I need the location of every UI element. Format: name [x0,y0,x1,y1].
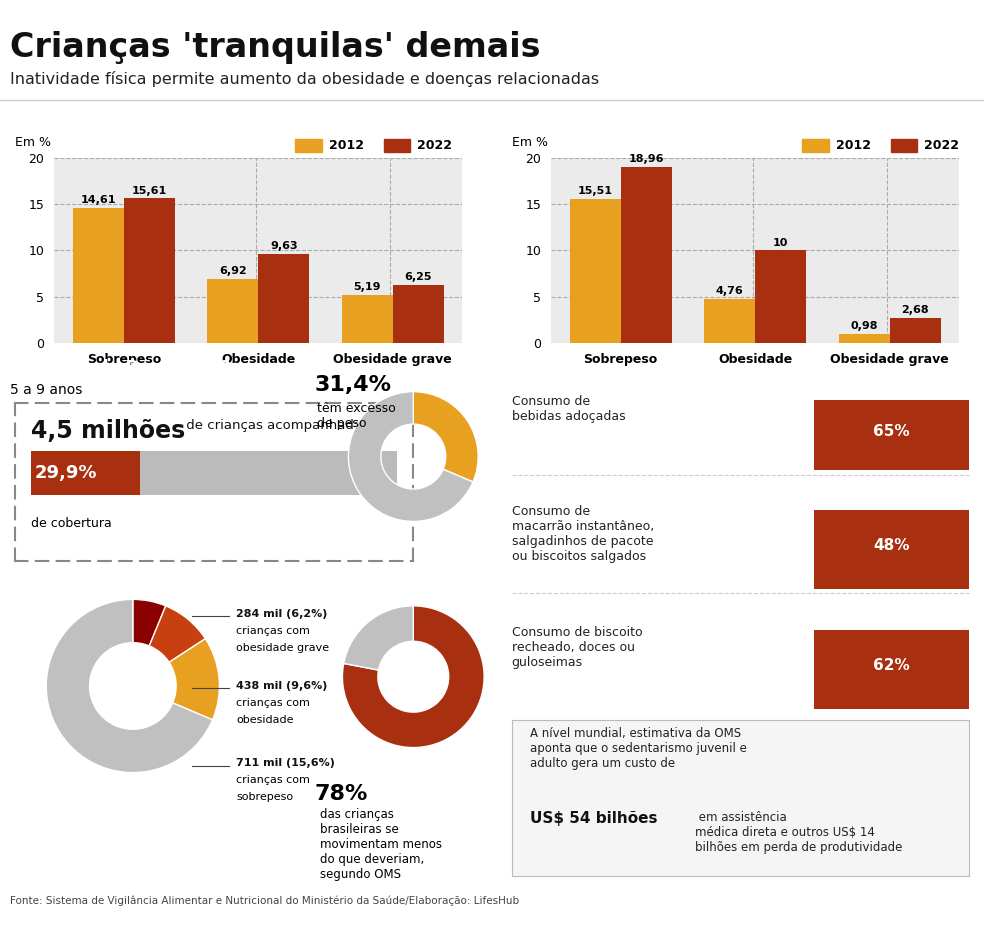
Bar [124,198,175,343]
Text: 284 mil (6,2%): 284 mil (6,2%) [236,609,328,619]
Text: sobrepeso: sobrepeso [236,792,293,802]
Bar [814,630,969,709]
Text: 9,63: 9,63 [270,241,298,251]
Text: Consumo de biscoito
recheado, doces ou
guloseimas: Consumo de biscoito recheado, doces ou g… [512,626,643,668]
Text: 2,68: 2,68 [901,305,929,315]
Wedge shape [169,639,219,720]
Text: em assistência
médica direta e outros US$ 14
bilhões em perda de produtividade: em assistência médica direta e outros US… [695,810,902,854]
Text: Adolescentes de 10 a 19 anos: Adolescentes de 10 a 19 anos [514,113,769,129]
Text: 31,4%: 31,4% [315,375,392,395]
Text: 78%: 78% [315,784,368,805]
Bar [621,167,672,343]
Text: crianças com: crianças com [236,698,310,708]
Text: Inatividade física permite aumento da obesidade e doenças relacionadas: Inatividade física permite aumento da ob… [10,71,599,87]
Bar [838,334,890,343]
Bar [891,139,917,152]
Bar [802,139,829,152]
Wedge shape [343,606,413,670]
Bar [814,510,969,589]
Bar [31,451,141,495]
Text: 15,61: 15,61 [132,185,167,196]
Text: Em %: Em % [15,136,51,149]
Wedge shape [46,600,213,772]
Text: Em %: Em % [512,136,548,149]
Text: 4,5 milhões: 4,5 milhões [31,419,185,443]
Text: 65%: 65% [873,424,910,438]
Text: 15,51: 15,51 [578,186,613,197]
Text: Situação do Brasil 2022: Situação do Brasil 2022 [10,359,231,377]
Text: 62%: 62% [873,658,910,673]
Text: 0,98: 0,98 [850,321,878,331]
Text: Fonte: Sistema de Vigilância Alimentar e Nutricional do Ministério da Saúde/Elab: Fonte: Sistema de Vigilância Alimentar e… [10,896,519,907]
Text: 4,76: 4,76 [715,286,744,296]
Text: 5 a 9 anos: 5 a 9 anos [10,383,83,398]
Bar [384,139,410,152]
Text: obesidade: obesidade [236,715,293,725]
Bar [705,298,756,343]
Wedge shape [342,606,484,747]
Text: US$ 54 bilhões: US$ 54 bilhões [530,810,657,826]
Text: 2022: 2022 [924,139,959,152]
Text: têm excesso
de peso: têm excesso de peso [317,402,396,430]
Text: 29,9%: 29,9% [34,464,97,482]
Bar [73,208,124,343]
Text: crianças com: crianças com [236,626,310,636]
Text: das crianças
brasileiras se
movimentam menos
do que deveriam,
segundo OMS: das crianças brasileiras se movimentam m… [320,807,442,881]
Text: 14,61: 14,61 [81,195,116,205]
Text: 2022: 2022 [417,139,453,152]
Wedge shape [413,392,478,482]
Text: 6,25: 6,25 [404,273,432,282]
Bar [756,250,806,343]
Text: de cobertura: de cobertura [31,516,111,529]
Text: Consumo de
bebidas adoçadas: Consumo de bebidas adoçadas [512,396,625,424]
Wedge shape [150,606,206,662]
Bar [814,400,969,471]
Bar [295,139,322,152]
Text: 18,96: 18,96 [629,155,664,164]
Bar [208,279,259,343]
Bar [393,286,444,343]
Bar [31,451,398,495]
Text: Crianças 'tranquilas' demais: Crianças 'tranquilas' demais [10,32,540,64]
Text: 6,92: 6,92 [218,266,247,276]
Text: 711 mil (15,6%): 711 mil (15,6%) [236,758,335,768]
Text: Crianças de 5 a 9 anos: Crianças de 5 a 9 anos [17,113,210,129]
Text: 10: 10 [773,237,788,248]
Text: crianças com: crianças com [236,775,310,785]
Text: 5,19: 5,19 [353,282,381,292]
Bar [890,318,941,343]
Text: 438 mil (9,6%): 438 mil (9,6%) [236,681,328,692]
Bar [570,199,621,343]
Text: 2012: 2012 [835,139,871,152]
Wedge shape [133,600,165,646]
Bar [341,295,393,343]
Bar [258,254,309,343]
Text: de crianças acompanhadas: de crianças acompanhadas [182,419,369,432]
Text: 48%: 48% [873,538,909,552]
Wedge shape [348,392,473,521]
Text: A nível mundial, estimativa da OMS
aponta que o sedentarismo juvenil e
adulto ge: A nível mundial, estimativa da OMS apont… [530,727,747,769]
Text: 2012: 2012 [329,139,364,152]
Text: Consumo de
macarrão instantâneo,
salgadinhos de pacote
ou biscoitos salgados: Consumo de macarrão instantâneo, salgadi… [512,505,654,564]
Text: obesidade grave: obesidade grave [236,642,330,653]
